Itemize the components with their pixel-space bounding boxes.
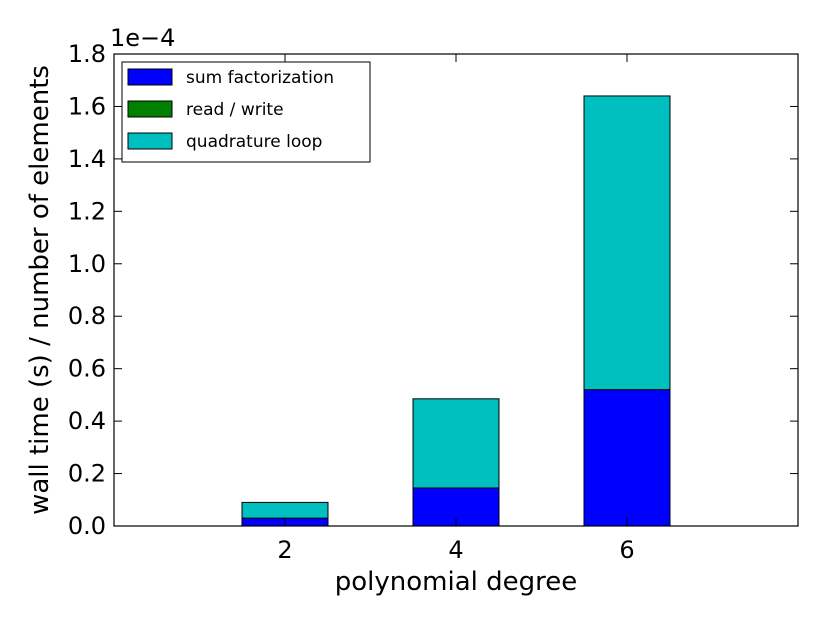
bar-quadrature-loop-degree-2 bbox=[241, 501, 329, 519]
plot-area-frame bbox=[113, 53, 799, 527]
y-tick-label: 1.2 bbox=[68, 197, 106, 225]
x-tick-label: 6 bbox=[619, 536, 634, 564]
bars-group bbox=[241, 95, 671, 527]
x-axis-label: polynomial degree bbox=[335, 567, 578, 597]
x-tick-label: 4 bbox=[448, 536, 463, 564]
y-tick-label: 0.4 bbox=[68, 407, 106, 435]
y-tick-label: 0.8 bbox=[68, 302, 106, 330]
y-tick-label: 1.0 bbox=[68, 250, 106, 278]
y-tick-label: 1.4 bbox=[68, 145, 106, 173]
legend-swatch-sum-factorization bbox=[127, 68, 173, 86]
bar-sum-factorization-degree-6 bbox=[583, 389, 671, 527]
legend-entry-read-write: read / write bbox=[186, 100, 284, 120]
x-tick-label: 2 bbox=[277, 536, 292, 564]
y-tick-label: 0.6 bbox=[68, 355, 106, 383]
legend-swatch-read-write bbox=[127, 100, 173, 118]
legend-entry-quadrature-loop: quadrature loop bbox=[186, 132, 322, 152]
y-tick-label: 0.0 bbox=[68, 512, 106, 540]
legend-entry-sum-factorization: sum factorization bbox=[186, 68, 334, 88]
y-offset-label: 1e−4 bbox=[110, 24, 175, 52]
y-axis-label: wall time (s) / number of elements bbox=[25, 65, 55, 515]
y-tick-label: 1.6 bbox=[68, 92, 106, 120]
y-tick-label: 0.2 bbox=[68, 460, 106, 488]
legend-swatch-quadrature-loop bbox=[127, 132, 173, 150]
ticks-group: 2 4 6 0.0 0.2 0.4 0.6 0.8 1.0 1.2 1.4 1.6 1.8 bbox=[68, 40, 798, 564]
bar-quadrature-loop-degree-4 bbox=[412, 398, 500, 489]
y-tick-label: 1.8 bbox=[68, 40, 106, 68]
legend: sum factorization read / write quadratur… bbox=[121, 61, 371, 163]
bar-quadrature-loop-degree-6 bbox=[583, 95, 671, 391]
